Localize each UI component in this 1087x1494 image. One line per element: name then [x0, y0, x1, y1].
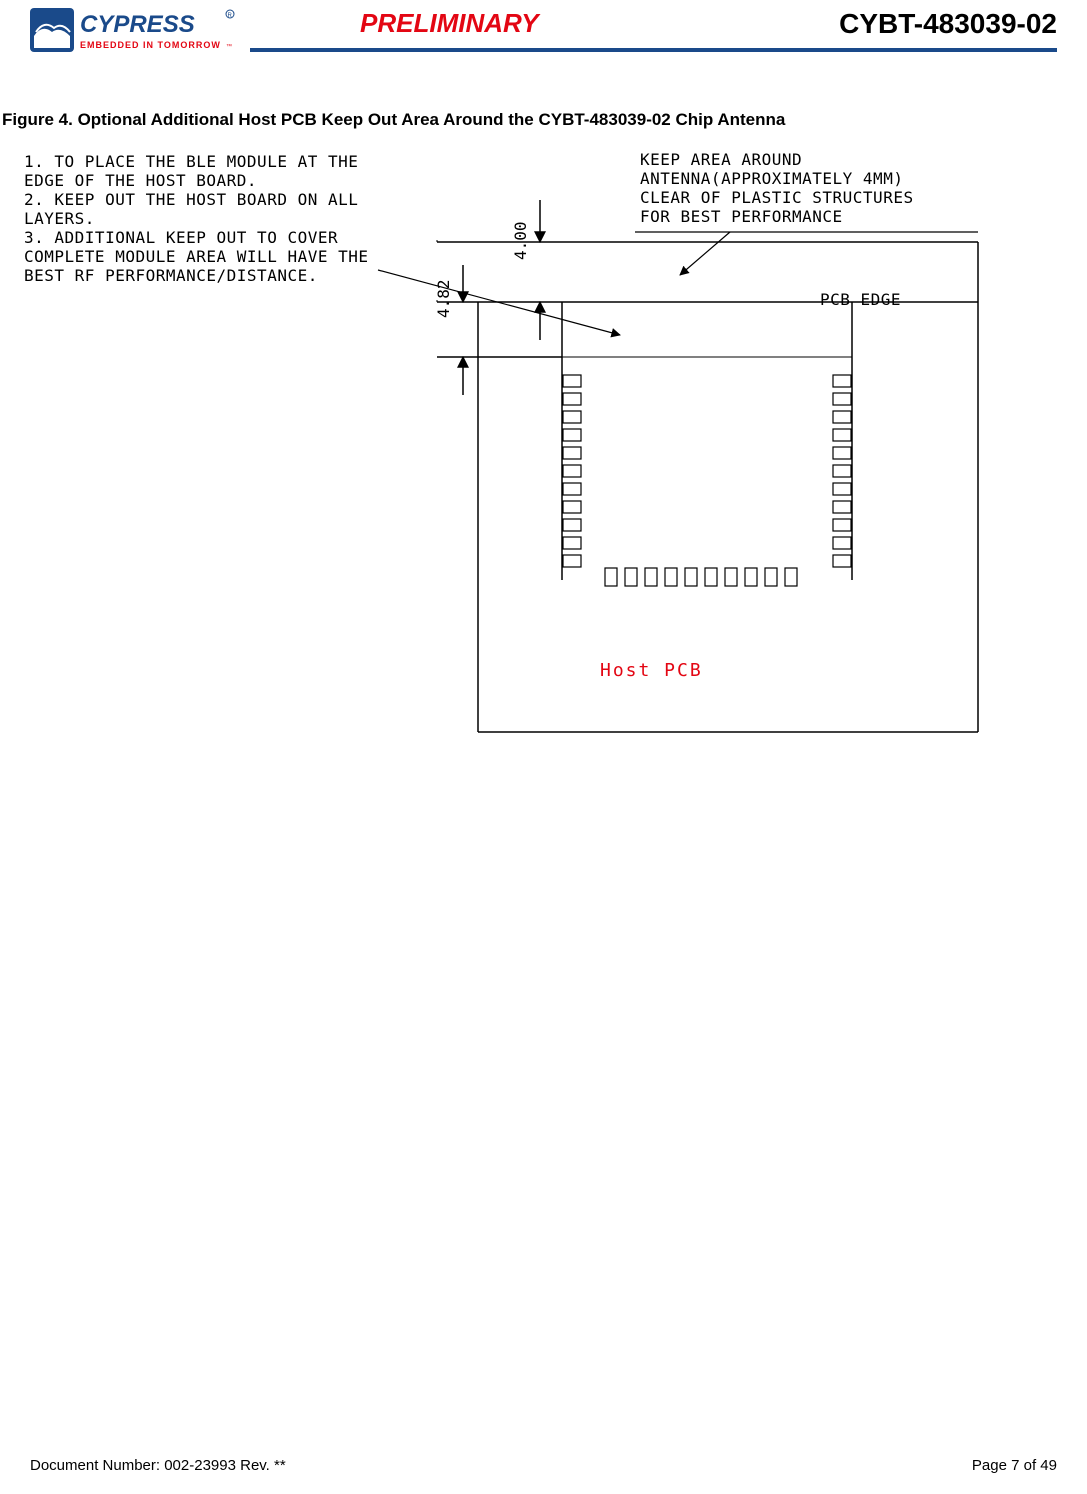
- footer-doc-number: Document Number: 002-23993 Rev. **: [30, 1457, 286, 1474]
- pcb-diagram: 4.00 4.82: [0, 140, 1087, 760]
- module-pads: [563, 375, 851, 586]
- figure-caption: Figure 4. Optional Additional Host PCB K…: [2, 110, 785, 130]
- logo-subtext: EMBEDDED IN TOMORROW: [80, 40, 221, 50]
- footer-page-number: Page 7 of 49: [972, 1457, 1057, 1474]
- part-number: CYBT-483039-02: [839, 8, 1057, 40]
- preliminary-label: PRELIMINARY: [360, 8, 539, 39]
- page: CYPRESS R EMBEDDED IN TOMORROW ™ PRELIMI…: [0, 0, 1087, 1494]
- header-rule: [250, 48, 1057, 52]
- svg-text:R: R: [228, 13, 233, 19]
- logo-text: CYPRESS: [80, 11, 195, 38]
- cypress-logo: CYPRESS R EMBEDDED IN TOMORROW ™: [30, 6, 240, 61]
- page-header: CYPRESS R EMBEDDED IN TOMORROW ™ PRELIMI…: [0, 0, 1087, 70]
- dim-top: 4.00: [511, 221, 530, 260]
- svg-text:™: ™: [226, 43, 232, 50]
